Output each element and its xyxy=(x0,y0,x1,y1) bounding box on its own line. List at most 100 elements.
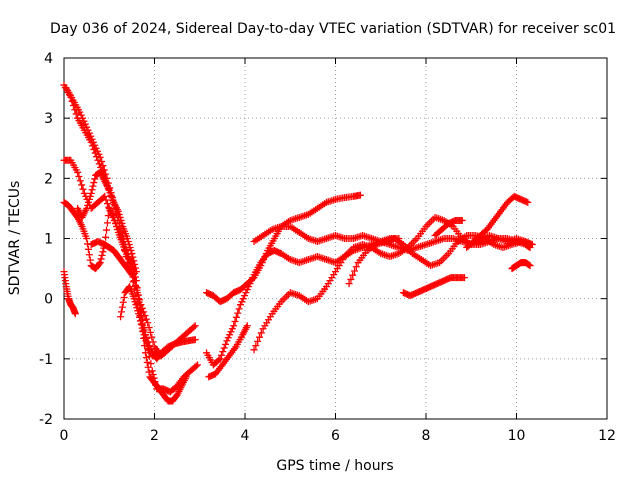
data-point-marker xyxy=(245,283,253,291)
data-point-marker xyxy=(80,117,88,125)
data-point-marker xyxy=(110,213,118,221)
data-point-marker xyxy=(234,309,242,317)
data-point-marker xyxy=(127,247,135,255)
data-point-marker xyxy=(190,323,198,331)
data-point-marker xyxy=(246,280,254,288)
series-track-15 xyxy=(399,274,468,300)
data-point-marker xyxy=(255,333,263,341)
data-point-marker xyxy=(84,126,92,134)
y-tick-labels: -2 -1 0 1 2 3 4 xyxy=(39,51,53,428)
data-point-marker xyxy=(114,207,122,215)
data-point-marker xyxy=(85,129,93,137)
data-point-marker xyxy=(84,198,92,206)
data-point-marker xyxy=(142,315,150,323)
data-point-marker xyxy=(132,301,140,309)
series-track-12 xyxy=(205,322,251,381)
series-track-9 xyxy=(203,191,364,306)
data-point-marker xyxy=(117,216,125,224)
data-point-marker xyxy=(191,336,199,344)
data-point-marker xyxy=(142,354,150,362)
data-point-marker xyxy=(129,278,137,286)
data-point-marker xyxy=(91,141,99,149)
data-point-marker xyxy=(230,322,238,330)
x-axis-label: GPS time / hours xyxy=(276,458,393,474)
data-point-marker xyxy=(136,317,144,325)
data-point-marker xyxy=(116,213,124,221)
data-point-marker xyxy=(76,108,84,116)
data-point-marker xyxy=(257,329,265,337)
data-point-marker xyxy=(231,318,239,326)
data-point-marker xyxy=(95,150,103,158)
data-point-marker xyxy=(88,186,96,194)
x-tick-labels: 0 2 4 6 8 10 12 xyxy=(60,428,616,444)
data-point-marker xyxy=(77,111,85,119)
data-point-marker xyxy=(117,313,125,321)
data-point-marker xyxy=(223,337,231,345)
data-point-marker xyxy=(141,334,149,342)
data-point-marker xyxy=(148,333,156,341)
data-point-marker xyxy=(219,348,227,356)
series-track-5 xyxy=(87,238,136,279)
data-point-marker xyxy=(85,251,93,259)
data-point-marker xyxy=(112,219,120,227)
data-point-marker xyxy=(97,255,105,263)
series-track-8 xyxy=(60,268,79,318)
data-point-marker xyxy=(193,361,201,369)
data-point-marker xyxy=(100,166,108,174)
data-point-marker xyxy=(119,298,127,306)
data-point-marker xyxy=(130,295,138,303)
data-point-marker xyxy=(88,135,96,143)
y-tick-label: -1 xyxy=(39,352,53,368)
data-point-marker xyxy=(238,298,246,306)
data-point-marker xyxy=(103,226,111,234)
data-point-marker xyxy=(79,185,87,193)
data-point-marker xyxy=(79,114,87,122)
data-point-marker xyxy=(192,362,200,370)
data-point-marker xyxy=(138,324,146,332)
data-point-marker xyxy=(92,144,100,152)
data-point-marker xyxy=(131,260,139,268)
data-point-marker xyxy=(145,324,153,332)
data-point-marker xyxy=(132,268,140,276)
data-point-marker xyxy=(226,331,234,339)
x-tick-label: 10 xyxy=(508,428,526,444)
data-point-marker xyxy=(220,344,228,352)
x-tick-label: 0 xyxy=(60,428,69,444)
data-point-marker xyxy=(228,325,236,333)
data-point-marker xyxy=(144,319,152,327)
data-point-marker xyxy=(124,238,132,246)
data-point-marker xyxy=(241,292,249,300)
data-point-marker xyxy=(129,253,137,261)
series-track-16 xyxy=(463,192,532,252)
data-point-marker xyxy=(113,225,121,233)
data-point-marker xyxy=(111,216,119,224)
data-point-marker xyxy=(90,179,98,187)
data-point-marker xyxy=(117,308,125,316)
data-point-marker xyxy=(84,201,92,209)
data-point-marker xyxy=(99,248,107,256)
data-point-marker xyxy=(144,363,152,371)
data-point-marker xyxy=(247,277,255,285)
data-point-marker xyxy=(102,233,110,241)
data-point-marker xyxy=(242,289,250,297)
data-point-marker xyxy=(148,367,156,375)
data-point-marker xyxy=(112,222,120,230)
data-point-marker xyxy=(345,280,353,288)
data-point-marker xyxy=(143,340,151,348)
data-point-marker xyxy=(89,182,97,190)
data-point-marker xyxy=(84,245,92,253)
data-point-marker xyxy=(86,256,94,264)
data-point-marker xyxy=(145,368,153,376)
data-marks xyxy=(60,81,536,405)
data-point-marker xyxy=(243,322,251,330)
data-point-marker xyxy=(132,277,140,285)
data-point-marker xyxy=(224,334,232,342)
data-point-marker xyxy=(131,298,139,306)
data-point-marker xyxy=(86,192,94,200)
data-point-marker xyxy=(89,138,97,146)
data-point-marker xyxy=(217,351,225,359)
x-tick-label: 8 xyxy=(422,428,431,444)
data-point-marker xyxy=(125,241,133,249)
series-track-17 xyxy=(508,259,534,273)
